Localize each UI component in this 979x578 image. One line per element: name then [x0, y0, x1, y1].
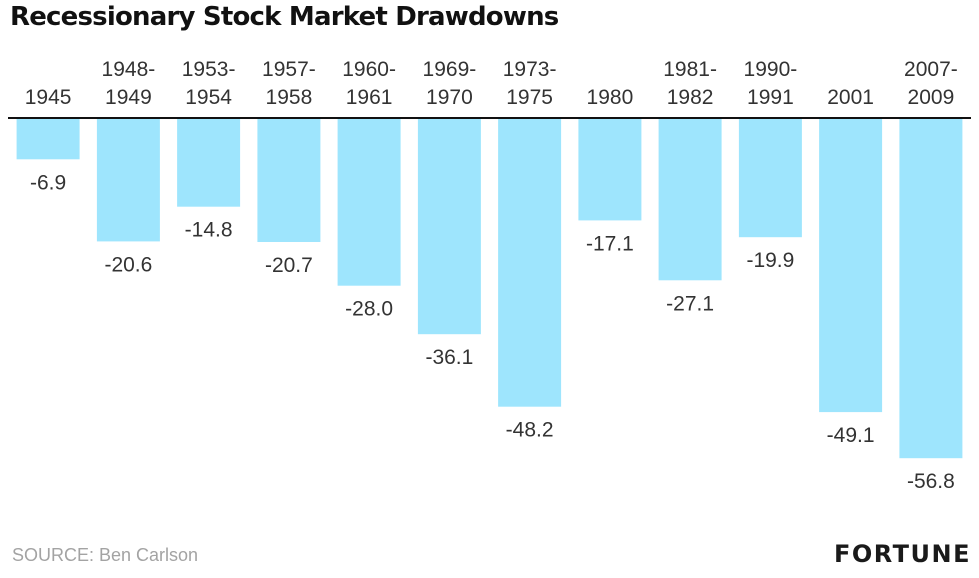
bar-2 — [177, 118, 241, 207]
category-label-8: 1981-1982 — [663, 58, 717, 109]
category-label-5: 1969-1970 — [423, 58, 477, 109]
value-label-8: -27.1 — [666, 292, 714, 315]
value-label-2: -14.8 — [185, 219, 233, 242]
category-label-9: 1990-1991 — [744, 58, 798, 109]
category-label-2: 1953-1954 — [182, 58, 236, 109]
category-label-3: 1957-1958 — [262, 58, 316, 109]
bar-chart: 1945 -6.9 1948-1949 -20.6 1953-1954 -14.8 1957… — [8, 58, 971, 493]
category-label-4: 1960-1961 — [342, 58, 396, 109]
category-label-6: 1973-1975 — [503, 58, 557, 109]
category-label-11: 2007-2009 — [904, 58, 958, 109]
value-label-7: -17.1 — [586, 232, 634, 255]
bar-11 — [899, 118, 963, 459]
value-label-10: -49.1 — [827, 424, 875, 447]
value-label-4: -28.0 — [345, 298, 393, 321]
bar-3 — [257, 118, 321, 242]
source-note: SOURCE: Ben Carlson — [12, 545, 199, 565]
bar-7 — [578, 118, 642, 221]
bar-0 — [16, 118, 80, 160]
value-label-1: -20.6 — [104, 253, 152, 276]
category-label-7: 1980 — [587, 86, 634, 109]
bar-4 — [337, 118, 401, 286]
value-label-5: -36.1 — [425, 346, 473, 369]
category-label-1: 1948-1949 — [102, 58, 156, 109]
category-label-0: 1945 — [25, 86, 72, 109]
bar-8 — [658, 118, 722, 281]
bar-9 — [738, 118, 802, 238]
value-label-3: -20.7 — [265, 254, 313, 277]
value-label-0: -6.9 — [30, 171, 66, 194]
chart-title: Recessionary Stock Market Drawdowns — [10, 2, 559, 32]
value-label-6: -48.2 — [506, 419, 554, 442]
bar-6 — [498, 118, 562, 407]
bar-10 — [819, 118, 883, 413]
fortune-logo: FORTUNE — [833, 540, 971, 568]
bar-1 — [96, 118, 160, 242]
category-label-10: 2001 — [827, 86, 874, 109]
bar-5 — [417, 118, 481, 335]
value-label-9: -19.9 — [746, 249, 794, 272]
value-label-11: -56.8 — [907, 470, 955, 493]
